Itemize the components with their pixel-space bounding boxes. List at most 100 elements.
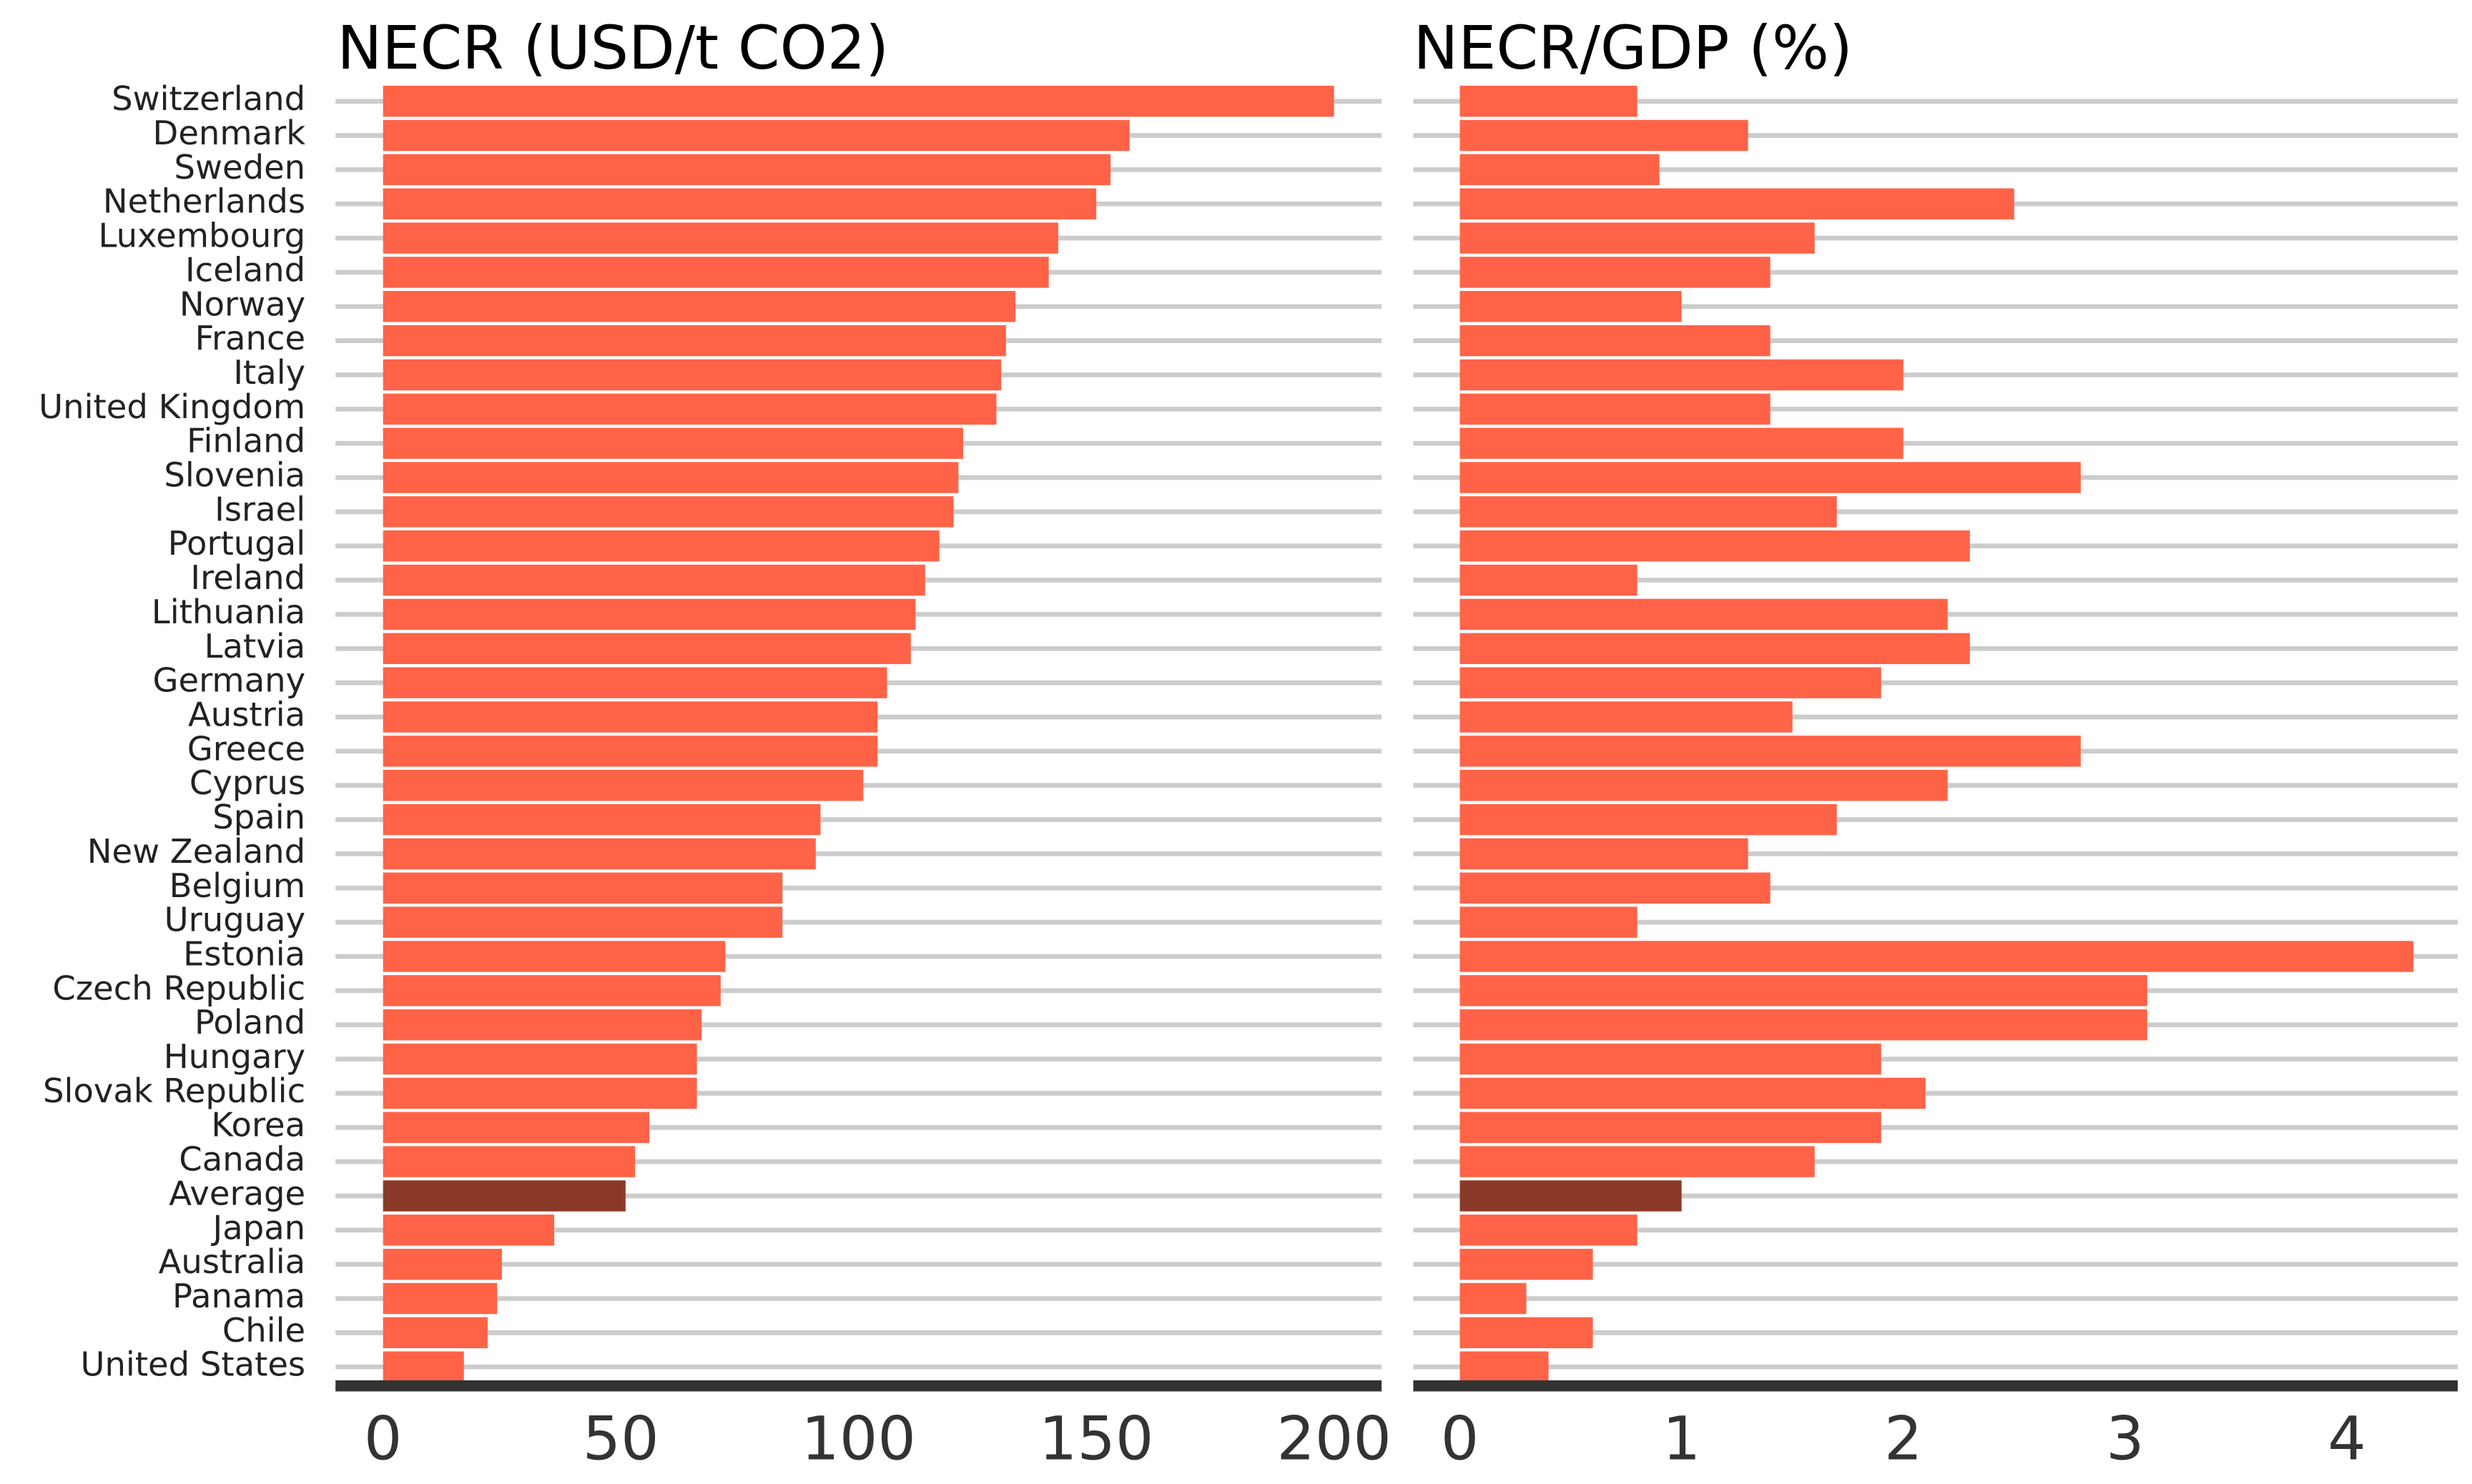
bar [383,1146,636,1177]
bar [383,872,783,904]
x-tick-label: 1 [1663,1403,1701,1473]
bar [383,188,1097,219]
bar [1459,188,2014,219]
bar [383,736,878,767]
x-tick-label: 0 [364,1403,403,1473]
bar [383,941,726,972]
bar [383,1215,555,1246]
bar [383,1112,650,1143]
bar [1459,325,1771,357]
bar [1459,1248,1593,1280]
bar [383,1180,626,1212]
category-label: Greece [187,729,305,768]
bar [1459,393,1771,425]
bar [1459,1317,1593,1349]
bar [1459,427,1904,459]
bar [383,85,1334,117]
category-label: Czech Republic [52,969,305,1007]
category-label: Iceland [185,250,305,289]
category-label: Poland [194,1003,305,1042]
bar [1459,119,1748,152]
category-label: Average [169,1174,305,1212]
bar [383,393,997,425]
category-label: United States [80,1345,305,1384]
bar [1459,906,1638,938]
x-tick-label: 100 [801,1403,916,1473]
bar [383,564,925,596]
bar [1459,564,1638,596]
bar [1459,1077,1926,1109]
bar [1459,291,1682,322]
bar [383,222,1058,254]
bar [383,1282,498,1315]
bar [1459,462,2081,493]
bar [1459,1146,1815,1177]
bar [1459,530,1970,562]
bar [383,598,916,630]
bar [1459,770,1948,801]
bar [383,462,959,493]
x-tick-label: 150 [1039,1403,1154,1473]
category-label: Korea [211,1106,305,1144]
category-label: Cyprus [189,763,305,802]
category-label: Ireland [190,558,305,597]
category-label: New Zealand [87,832,305,871]
category-label: Slovak Republic [43,1072,305,1110]
bar [1459,803,1837,836]
bar [1459,1215,1638,1246]
x-tick-label: 3 [2106,1403,2144,1473]
category-label: Estonia [183,934,305,973]
bar [383,838,816,870]
bar [383,257,1049,288]
bar [383,496,954,528]
x-tick-label: 50 [583,1403,659,1473]
category-label: Panama [172,1277,305,1315]
category-label: Latvia [205,627,305,666]
bar [383,1351,464,1382]
category-label: Chile [222,1311,305,1350]
bar [383,119,1130,152]
bar [1459,85,1638,117]
bar [1459,598,1948,630]
bar [1459,1112,1881,1143]
category-label: Switzerland [112,79,305,118]
category-label: Portugal [168,524,305,563]
bar [1459,941,2414,972]
category-label: Austria [188,696,305,734]
bar [383,291,1016,322]
bar [1459,222,1815,254]
bar [1459,872,1771,904]
chart-title: NECR (USD/t CO2) [337,13,889,83]
bar [1459,633,1970,665]
bar [383,906,783,938]
category-label: Israel [215,490,305,528]
category-label: Hungary [164,1037,305,1076]
bar [383,1248,502,1280]
bar [1459,1282,1527,1315]
category-label: Uruguay [164,901,305,939]
bar [383,701,878,733]
bar [1459,1009,2147,1041]
category-label: Germany [153,661,306,700]
bar [1459,1351,1549,1382]
x-tick-label: 4 [2328,1403,2366,1473]
category-label: Netherlands [103,182,305,221]
bar [383,975,721,1006]
category-label: Spain [212,798,305,836]
category-label: Lithuania [152,593,305,631]
bar [1459,1043,1881,1075]
bar [383,633,911,665]
category-label: Finland [187,422,305,460]
bar [383,359,1002,391]
bar [1459,257,1771,288]
category-label: United Kingdom [39,387,305,426]
bar [383,770,864,801]
bar [383,1317,488,1349]
category-label: Italy [233,353,305,392]
bar [383,1009,702,1041]
category-label: France [195,319,306,357]
category-label: Belgium [169,866,306,905]
bar [1459,496,1837,528]
